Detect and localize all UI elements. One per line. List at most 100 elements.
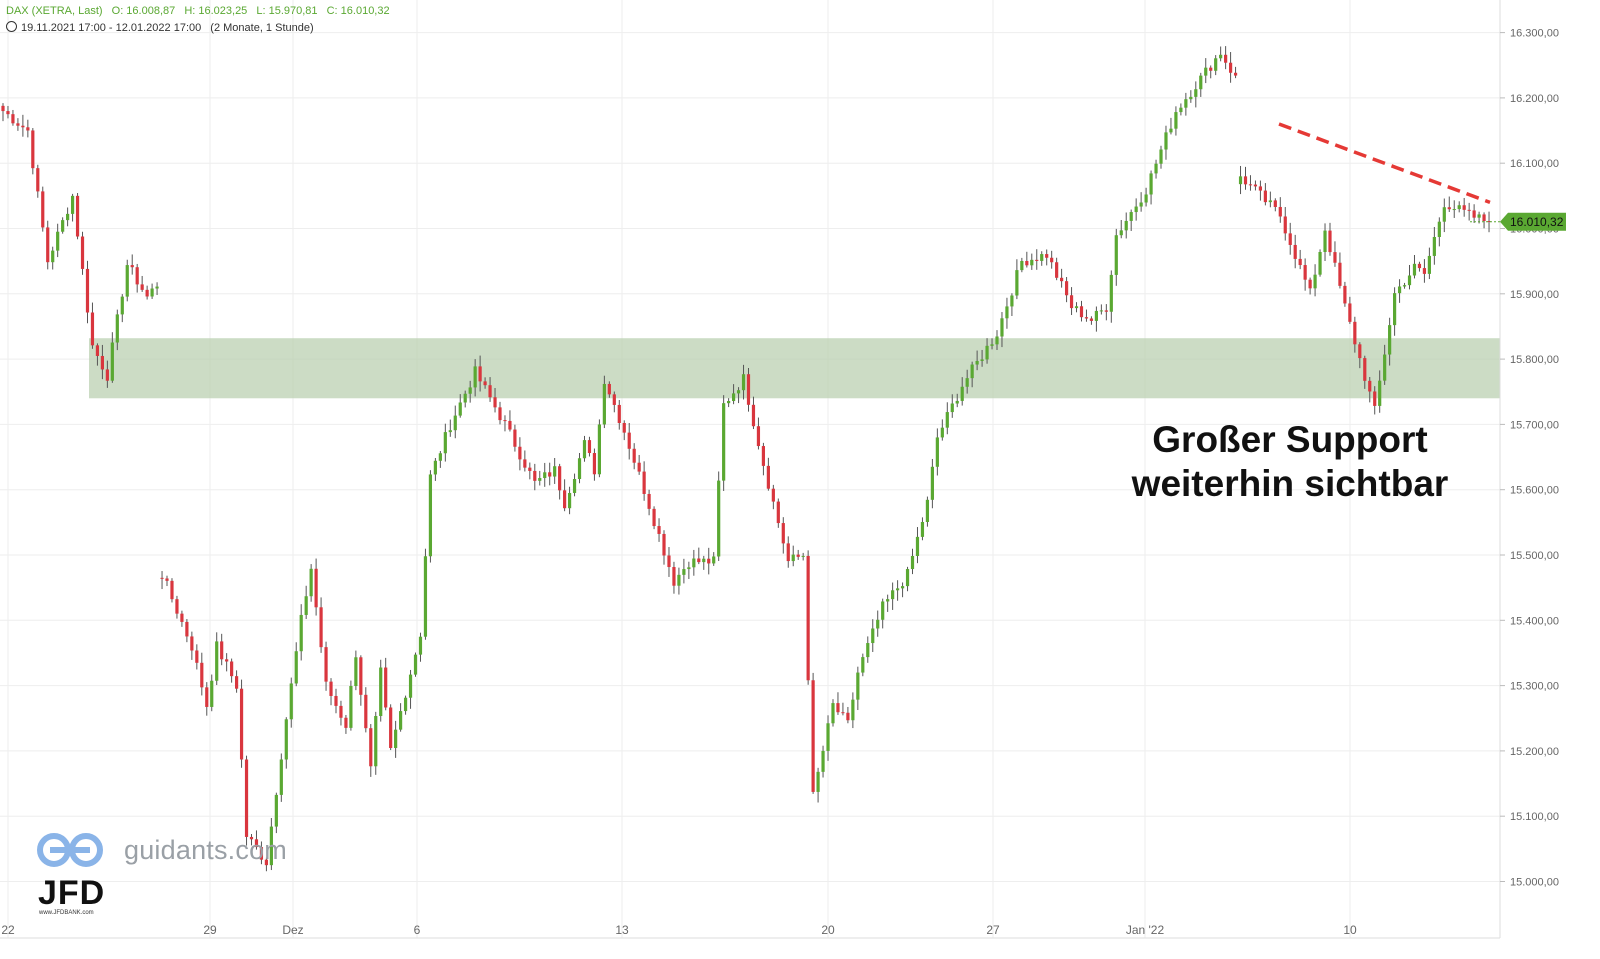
candle xyxy=(80,231,85,275)
candle-body xyxy=(205,687,209,707)
candle xyxy=(553,457,557,484)
candle-body xyxy=(329,681,333,696)
candle xyxy=(160,571,164,590)
candle xyxy=(1278,197,1282,223)
candle-body xyxy=(324,647,328,682)
candle xyxy=(130,254,134,275)
candle xyxy=(1422,259,1427,283)
candle xyxy=(513,424,517,452)
candle xyxy=(955,393,959,408)
candle-body xyxy=(21,125,25,128)
candle xyxy=(925,496,930,527)
candle-body xyxy=(731,393,736,402)
candle xyxy=(1318,249,1322,277)
candle xyxy=(567,486,572,515)
candle-body xyxy=(100,355,104,370)
candle xyxy=(334,688,338,714)
candle xyxy=(418,632,423,662)
candle xyxy=(1055,257,1059,281)
candle xyxy=(244,755,249,846)
candle-body xyxy=(264,859,269,866)
candle xyxy=(622,420,626,441)
candle xyxy=(582,435,587,462)
candle xyxy=(1248,175,1253,191)
y-tick-label: 15.300,00 xyxy=(1510,681,1559,693)
candle-body xyxy=(1482,214,1486,222)
candle xyxy=(100,344,104,380)
candle-body xyxy=(712,556,716,564)
candle-body xyxy=(403,697,408,712)
candle xyxy=(736,387,741,404)
candle xyxy=(871,619,875,652)
candle-body xyxy=(866,643,870,658)
candle xyxy=(781,517,785,554)
candle-body xyxy=(1427,255,1431,274)
candle xyxy=(1288,222,1292,255)
candle-body xyxy=(736,390,741,394)
candle-body xyxy=(771,488,775,502)
candle xyxy=(697,547,701,565)
candle-body xyxy=(418,636,423,655)
candle xyxy=(150,283,154,299)
candle xyxy=(727,398,731,408)
candle-body xyxy=(861,657,865,673)
candle-body xyxy=(1174,112,1178,129)
candle xyxy=(279,753,283,802)
candle xyxy=(488,377,492,402)
candle-body xyxy=(160,577,164,579)
candle xyxy=(886,594,890,612)
candle-body xyxy=(627,432,631,449)
instrument-header: DAX (XETRA, Last) O: 16.008,87 H: 16.023… xyxy=(6,5,396,17)
candle xyxy=(920,517,925,541)
candle xyxy=(1094,306,1098,332)
high-value: H: 16.023,25 xyxy=(184,5,248,17)
candle xyxy=(1189,90,1193,103)
candle xyxy=(75,192,80,240)
candle xyxy=(140,275,144,292)
close-value: C: 16.010,32 xyxy=(326,5,390,17)
candle-body xyxy=(334,695,338,706)
candle xyxy=(1109,270,1113,323)
candle xyxy=(145,285,149,300)
candle-body xyxy=(1422,268,1427,274)
candle xyxy=(995,330,999,351)
candle xyxy=(1174,106,1178,136)
candle xyxy=(1134,198,1138,221)
clock-icon xyxy=(6,21,17,32)
candle xyxy=(672,561,676,594)
candle xyxy=(960,377,964,406)
candle xyxy=(662,530,666,565)
candle xyxy=(1159,145,1163,169)
candle-body xyxy=(239,688,244,760)
candle xyxy=(637,454,641,475)
candle-body xyxy=(677,574,681,586)
candle-body xyxy=(259,847,264,860)
candle-body xyxy=(165,578,169,581)
candle xyxy=(851,692,855,729)
candle xyxy=(66,207,70,227)
candle xyxy=(1303,258,1307,291)
last-price-label: 16.010,32 xyxy=(1510,215,1564,229)
candle-body xyxy=(1412,263,1417,276)
candle xyxy=(861,653,865,677)
candle-body xyxy=(816,771,820,792)
candle xyxy=(95,343,100,366)
candle-body xyxy=(1189,96,1193,100)
candle-body xyxy=(180,613,184,622)
grid xyxy=(0,0,1500,938)
candle-body xyxy=(558,466,562,491)
candle-body xyxy=(1055,262,1059,278)
candle-body xyxy=(1134,206,1138,213)
candle-body xyxy=(289,683,293,720)
candle xyxy=(498,401,502,425)
candle xyxy=(712,552,716,566)
candle-body xyxy=(1323,230,1327,252)
x-tick-label: 13 xyxy=(615,923,629,937)
candle-body xyxy=(1169,128,1173,133)
candle-body xyxy=(990,344,994,346)
candle xyxy=(90,302,95,349)
candle xyxy=(776,498,780,528)
candle-body xyxy=(453,415,457,431)
candle xyxy=(61,217,65,234)
candle-body xyxy=(975,360,979,365)
